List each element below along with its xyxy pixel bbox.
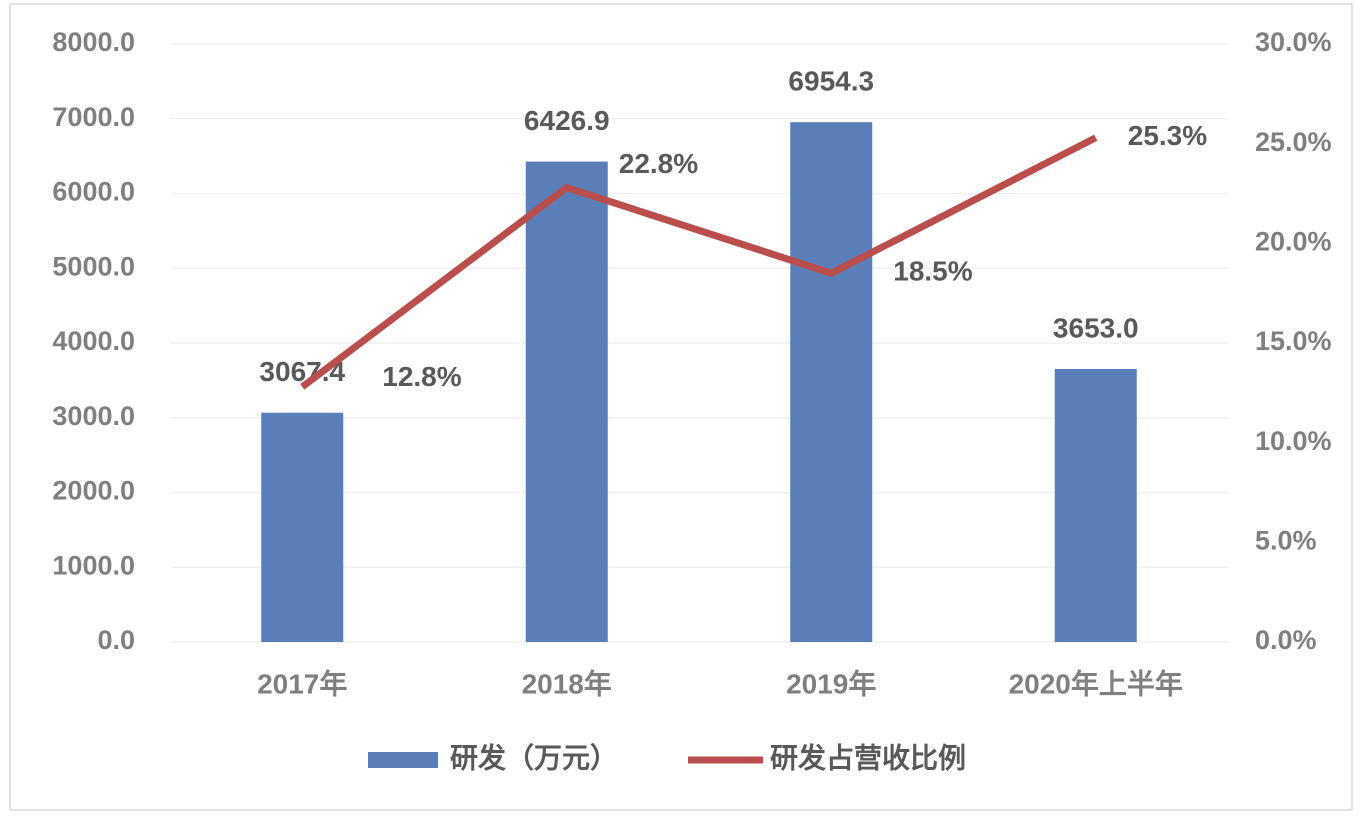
y2-tick-label: 25.0% (1255, 127, 1332, 157)
data-label: 6426.9 (524, 105, 610, 136)
x-tick-label: 2019年 (786, 667, 876, 699)
y2-tick-label: 30.0% (1255, 27, 1332, 57)
y2-tick-label: 0.0% (1255, 625, 1317, 655)
y-tick-label: 8000.0 (52, 27, 135, 57)
y-tick-label: 2000.0 (52, 476, 135, 506)
y-tick-label: 0.0 (97, 625, 135, 655)
x-tick-label: 2018年 (522, 667, 612, 699)
x-tick-label: 2017年 (257, 667, 347, 699)
y2-tick-label: 15.0% (1255, 326, 1332, 356)
data-label: 22.8% (619, 148, 698, 179)
legend-label: 研发（万元） (450, 741, 618, 773)
bar (261, 412, 344, 642)
bar (525, 161, 608, 642)
data-label: 6954.3 (788, 66, 874, 97)
x-tick-label: 2020年上半年 (1009, 667, 1183, 699)
y2-tick-label: 10.0% (1255, 426, 1332, 456)
data-label: 25.3% (1128, 120, 1207, 151)
bar (790, 122, 873, 642)
y2-tick-label: 20.0% (1255, 226, 1332, 256)
legend-label: 研发占营收比例 (770, 741, 966, 773)
data-label: 12.8% (382, 361, 461, 392)
legend-swatch (368, 752, 438, 768)
y2-tick-label: 5.0% (1255, 525, 1317, 555)
data-label: 3653.0 (1053, 312, 1139, 343)
y-tick-label: 4000.0 (52, 326, 135, 356)
bar (1054, 368, 1137, 642)
y-tick-label: 3000.0 (52, 401, 135, 431)
y-tick-label: 7000.0 (52, 102, 135, 132)
line (300, 134, 1098, 390)
y-tick-label: 1000.0 (52, 550, 135, 580)
y-tick-label: 6000.0 (52, 177, 135, 207)
data-label: 18.5% (893, 256, 972, 287)
y-tick-label: 5000.0 (52, 251, 135, 281)
